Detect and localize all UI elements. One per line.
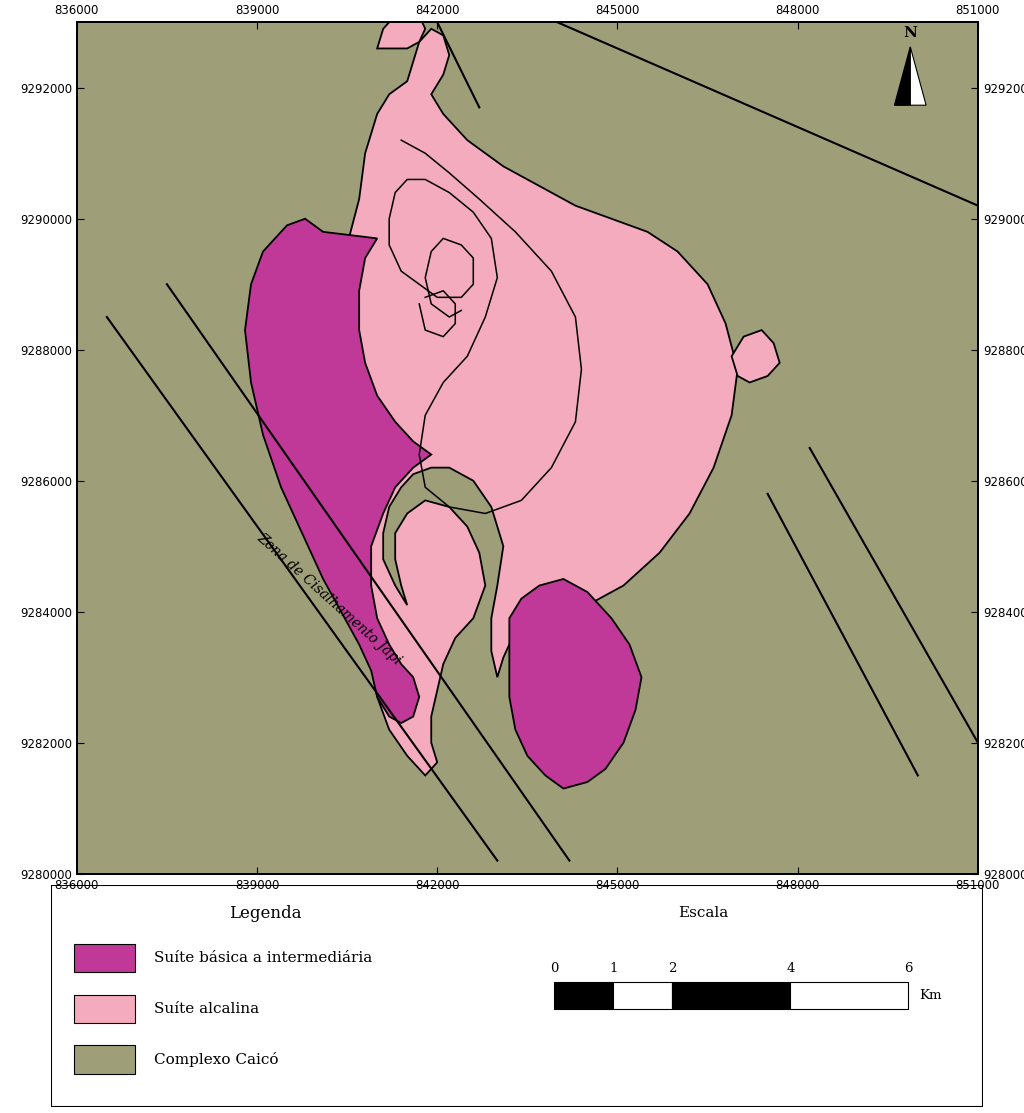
Polygon shape: [731, 331, 779, 383]
Text: Suíte básica a intermediária: Suíte básica a intermediária: [154, 951, 372, 965]
Text: 1: 1: [609, 962, 617, 975]
Bar: [75, 1045, 135, 1074]
Bar: [554, 982, 613, 1008]
Text: 4: 4: [786, 962, 795, 975]
Bar: [791, 982, 908, 1008]
Polygon shape: [377, 9, 425, 49]
Bar: [75, 944, 135, 973]
Polygon shape: [329, 29, 737, 776]
Bar: [613, 982, 673, 1008]
Text: Suíte alcalina: Suíte alcalina: [154, 1002, 259, 1016]
Polygon shape: [245, 219, 431, 723]
Bar: [75, 995, 135, 1023]
Text: Zona de Cisalhamento Japi: Zona de Cisalhamento Japi: [254, 530, 404, 667]
Text: Legenda: Legenda: [229, 905, 302, 922]
Polygon shape: [509, 579, 641, 789]
Text: Complexo Caicó: Complexo Caicó: [154, 1052, 279, 1067]
Text: 0: 0: [550, 962, 558, 975]
Text: Km: Km: [920, 989, 942, 1002]
Text: 6: 6: [904, 962, 912, 975]
Bar: [673, 982, 791, 1008]
Text: 2: 2: [669, 962, 677, 975]
Text: Escala: Escala: [678, 906, 729, 920]
